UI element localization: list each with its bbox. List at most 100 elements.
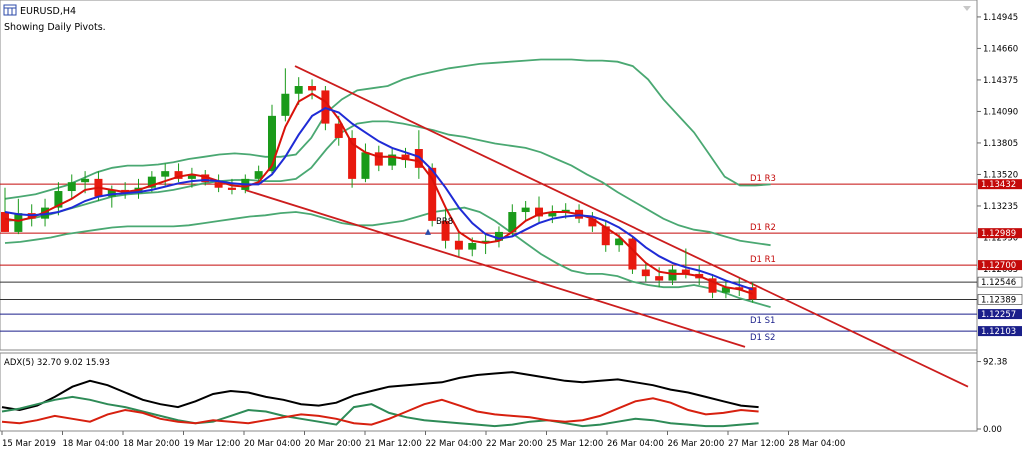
time-tick-label: 26 Mar 04:00: [607, 439, 664, 449]
adx-series-plus_di: [1, 395, 759, 428]
price-tick-label: 1.13235: [983, 202, 1018, 212]
main-chart-frame: [0, 0, 978, 351]
candle-bear: [601, 226, 610, 246]
envelope-bands: [4, 58, 771, 308]
time-tick-label: 18 Mar 04:00: [63, 439, 120, 449]
candle-bull: [254, 171, 263, 179]
time-tick-label: 21 Mar 12:00: [365, 439, 422, 449]
moving-averages: [4, 92, 753, 295]
scroll-marker-icon[interactable]: [963, 6, 971, 11]
candle-bull: [294, 86, 303, 94]
adx-series-adx: [1, 371, 759, 412]
pivot-price-tag: [978, 326, 1022, 337]
pivot-price-tag: [977, 294, 1023, 305]
pivot-price-tag-label: 1.13432: [981, 180, 1016, 190]
time-axis: 15 Mar 2019 18 Mar 04:00 18 Mar 20:00 19 Ma…: [1, 431, 846, 449]
candle-bear: [1, 212, 9, 232]
band-lower-line: [4, 206, 771, 308]
chart-header: EURUSD,H4 Showing Daily Pivots.: [3, 4, 106, 33]
candle-bear: [401, 154, 410, 161]
candle-bear: [628, 238, 637, 270]
candle-bear: [214, 182, 223, 188]
candle-bull: [67, 182, 76, 192]
candle-bull: [81, 178, 90, 183]
pivot-price-tag-label: 1.12700: [981, 261, 1016, 271]
arrow-marker-icon: [425, 228, 431, 235]
candle-bull: [615, 238, 624, 246]
candle-bull: [548, 212, 557, 217]
time-tick-label: 22 Mar 04:00: [426, 439, 483, 449]
pivot-label: D1 R2: [750, 223, 776, 233]
time-tick-label: 15 Mar 2019: [2, 439, 56, 449]
adx-series-minus_di: [1, 397, 759, 426]
candle-bear: [414, 149, 423, 168]
candle-bull: [281, 93, 290, 116]
pivot-label: D1 S2: [750, 333, 775, 343]
chart-annotation: BR8: [436, 217, 453, 227]
pivot-label: D1 R3: [750, 174, 776, 184]
price-tick-label: 1.14090: [983, 107, 1018, 117]
candle-bull: [468, 242, 477, 250]
symbol-title: EURUSD,H4: [20, 6, 76, 17]
candle-bear: [535, 207, 543, 217]
pivot-price-tag: [978, 260, 1022, 271]
price-tick-label: 1.13805: [983, 139, 1018, 149]
ma-fast-line: [4, 92, 753, 295]
candle-bear: [735, 287, 744, 290]
candle-bull: [521, 207, 530, 213]
adx-lines: [1, 371, 759, 428]
price-tick-label: 1.14945: [983, 13, 1018, 23]
candle-bear: [428, 167, 437, 221]
pivot-price-tag: [978, 179, 1022, 190]
adx-tick-label: 92.38: [983, 358, 1007, 368]
candle-bear: [174, 171, 183, 179]
time-tick-label: 19 Mar 12:00: [184, 439, 241, 449]
candle-bull: [41, 207, 50, 219]
candle-bull: [268, 115, 276, 172]
candle-bull: [161, 171, 170, 177]
price-tick-label: 1.12950: [983, 233, 1018, 243]
chart-window-icon[interactable]: [3, 4, 17, 16]
candle-bull: [494, 231, 503, 241]
pivot-label: D1 S1: [750, 316, 775, 326]
time-tick-label: 27 Mar 12:00: [728, 439, 785, 449]
pivot-price-tag: [978, 309, 1022, 320]
time-tick-label: 22 Mar 20:00: [486, 439, 543, 449]
candle-bear: [334, 123, 343, 138]
candle-bull: [508, 212, 517, 232]
candle-bear: [441, 220, 450, 241]
candle-bull: [668, 269, 677, 281]
candle-bear: [374, 152, 383, 166]
pivot-price-tag: [978, 228, 1022, 239]
candle-bull: [107, 189, 116, 197]
pivot-price-tag-label: 1.12989: [981, 229, 1016, 239]
pivot-price-tag-label: 1.12257: [981, 310, 1016, 320]
candle-bear: [454, 240, 463, 250]
candle-bear: [655, 276, 664, 281]
pivot-label: D1 R1: [750, 255, 776, 265]
candle-bull: [561, 209, 570, 213]
band-mid-line: [4, 120, 771, 247]
price-tick-label: 1.14375: [983, 76, 1018, 86]
adx-axis: 92.38 0.00: [977, 358, 1007, 435]
time-tick-label: 28 Mar 04:00: [789, 439, 846, 449]
trend-channel: [244, 65, 969, 388]
pivot-price-tag-label: 1.12103: [981, 327, 1016, 337]
candlesticks: [1, 68, 757, 303]
channel-upper-line: [294, 65, 969, 388]
candle-bear: [641, 269, 650, 277]
time-tick-label: 20 Mar 04:00: [244, 439, 301, 449]
adx-panel-frame: [0, 352, 978, 432]
candle-bull: [187, 174, 196, 179]
candle-bear: [308, 86, 317, 91]
chart-annotations: BR8: [425, 217, 453, 235]
candle-bear: [348, 137, 357, 179]
band-upper-line: [4, 58, 771, 200]
candle-bear: [708, 278, 717, 293]
candle-bear: [227, 187, 236, 190]
pivot-price-tag-label: 1.12546: [981, 278, 1016, 288]
candle-bull: [721, 287, 730, 293]
price-tick-label: 1.14660: [983, 44, 1018, 54]
pivot-price-tag: [977, 276, 1023, 288]
